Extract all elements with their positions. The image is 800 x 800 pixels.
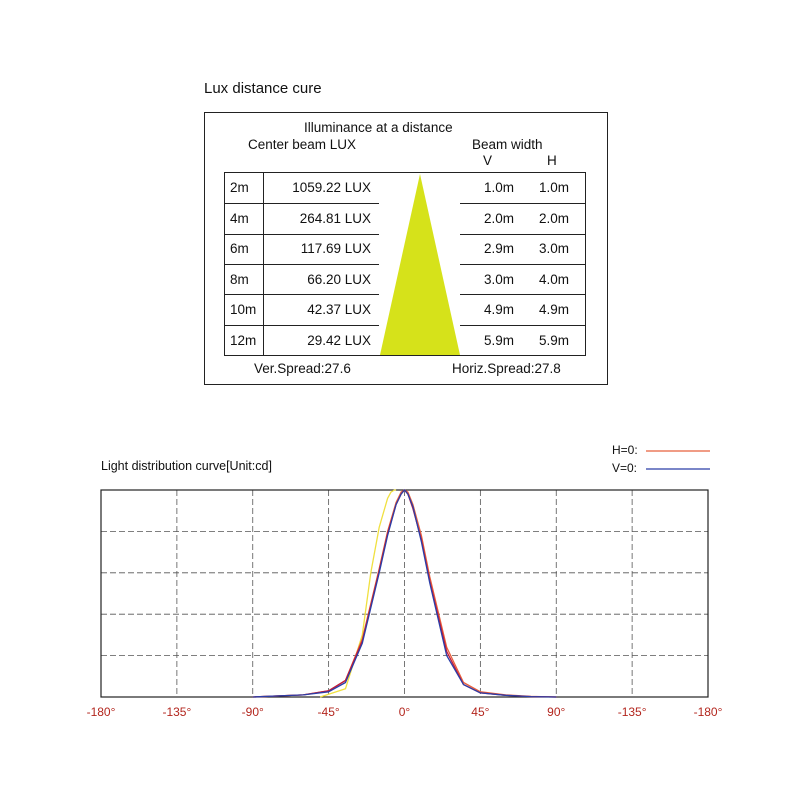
x-tick-label: -135°: [617, 705, 647, 719]
row-lux: 66.20 LUX: [307, 271, 371, 287]
center-beam-header: Center beam LUX: [248, 137, 357, 152]
row-lux: 1059.22 LUX: [292, 180, 371, 195]
row-beam-v: 2.9m: [483, 241, 514, 257]
x-tick-label: -135°: [162, 705, 192, 719]
row-beam-h: 3.0m: [538, 241, 569, 257]
row-distance: 8m: [230, 271, 249, 287]
legend-label-v: V=0:: [612, 461, 638, 475]
row-distance: 6m: [230, 241, 249, 257]
row-beam-h: 1.0m: [538, 180, 569, 195]
x-tick-label: 45°: [471, 705, 490, 719]
chart-title: Light distribution curve[Unit:cd]: [101, 459, 272, 473]
row-distance: 10m: [230, 302, 257, 318]
row-beam-h: 2.0m: [538, 210, 569, 226]
beam-width-header: Beam width: [472, 137, 543, 152]
row-distance: 2m: [230, 180, 249, 195]
ver-spread-label: Ver.Spread:27.6: [254, 361, 351, 376]
h-header: H: [547, 153, 557, 168]
x-tick-label: -180°: [86, 705, 116, 719]
row-beam-h: 4.9m: [538, 302, 569, 318]
beam-cone: [380, 174, 460, 355]
lux-distance-panel: [204, 112, 608, 385]
series-line-1: [252, 489, 557, 698]
row-beam-v: 1.0m: [483, 180, 514, 195]
v-header: V: [483, 153, 493, 168]
x-tick-label: -90°: [241, 705, 264, 719]
legend-swatch-v: [646, 468, 710, 470]
row-lux: 42.37 LUX: [307, 302, 371, 318]
legend-swatch-h: [646, 450, 710, 452]
horiz-spread-label: Horiz.Spread:27.8: [452, 361, 561, 376]
x-tick-label: -45°: [317, 705, 340, 719]
x-tick-label: 90°: [547, 705, 566, 719]
row-beam-v: 2.0m: [483, 210, 514, 226]
x-tick-label: 0°: [398, 705, 411, 719]
row-beam-h: 5.9m: [538, 333, 569, 348]
row-beam-v: 4.9m: [483, 302, 514, 318]
series-line-3: [319, 489, 397, 698]
legend-label-h: H=0:: [612, 443, 638, 457]
row-distance: 4m: [230, 210, 249, 226]
row-beam-v: 3.0m: [483, 271, 514, 287]
illuminance-header: Illuminance at a distance: [304, 120, 453, 135]
row-lux: 29.42 LUX: [307, 333, 371, 348]
lux-section-title: Lux distance cure: [204, 80, 322, 97]
row-lux: 117.69 LUX: [300, 241, 371, 257]
row-beam-h: 4.0m: [538, 271, 569, 287]
row-lux: 264.81 LUX: [299, 210, 371, 226]
row-distance: 12m: [230, 333, 257, 348]
x-tick-label: -180°: [693, 705, 723, 719]
row-beam-v: 5.9m: [483, 333, 514, 348]
